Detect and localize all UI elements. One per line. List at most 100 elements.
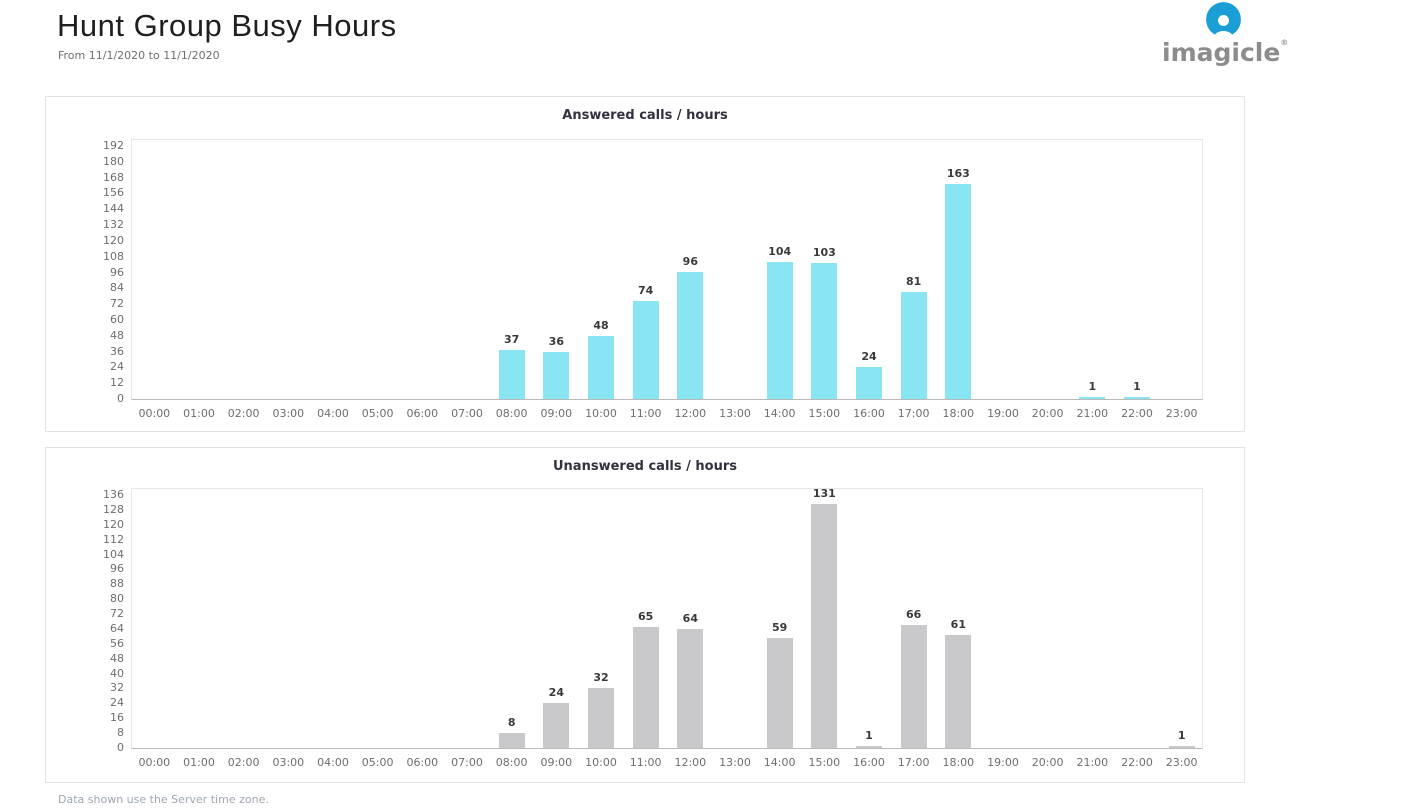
x-axis-tick-label: 07:00 [451,756,483,769]
bar-value-label: 103 [812,246,836,259]
x-axis-tick-label: 05:00 [361,756,394,769]
y-axis-tick-label: 156 [103,186,124,200]
x-axis-tick-label: 20:00 [1031,756,1064,769]
y-axis-tick-label: 120 [103,233,124,247]
y-axis-tick-label: 120 [103,517,124,531]
x-axis-tick-label: 18:00 [942,756,975,769]
bar [811,504,838,748]
y-axis-tick-label: 8 [117,726,124,740]
x-axis-tick-label: 19:00 [987,756,1019,769]
y-axis-tick-label: 144 [103,202,124,216]
bar [811,263,838,399]
bar [1168,746,1195,748]
bar [543,703,570,748]
y-axis-tick-label: 72 [110,297,124,311]
bar-value-label: 8 [507,716,516,729]
bar [900,292,927,399]
x-axis-tick-label: 14:00 [763,407,796,420]
bar-value-label: 131 [812,487,836,500]
y-axis-tick-label: 192 [103,139,124,152]
y-axis-tick-label: 96 [110,265,124,279]
logo-wordmark: imagicle [1162,38,1281,67]
bar-value-label: 24 [861,350,877,363]
x-axis-tick-label: 10:00 [585,756,617,769]
y-axis-tick-label: 112 [103,532,124,546]
x-axis-tick-label: 12:00 [674,756,707,769]
bar [632,301,659,399]
bar [945,635,972,748]
unanswered-chart-title: Unanswered calls / hours [553,459,737,474]
unanswered-calls-plot: 0 8 16 24 32 40 48 56 64 72 80 88 96 104 112 120 128 136 0… [103,487,1203,769]
bar-value-label: 96 [682,255,698,268]
x-axis-tick-label: 08:00 [495,756,528,769]
y-axis-tick-label: 24 [110,696,124,710]
x-axis-tick-label: 02:00 [227,756,260,769]
y-axis-tick-label: 96 [110,562,124,576]
bar-value-label: 48 [593,319,609,332]
x-axis-tick-label: 14:00 [763,756,796,769]
x-axis-tick-label: 00:00 [138,407,171,420]
x-axis-tick-label: 21:00 [1076,756,1109,769]
bar-value-label: 1 [865,729,873,742]
x-axis-tick-label: 05:00 [361,407,394,420]
bar-value-label: 1 [1133,380,1141,393]
x-axis-tick-label: 04:00 [317,756,349,769]
y-axis-tick-label: 40 [110,666,124,680]
y-axis-tick-label: 84 [110,281,124,295]
bar-value-label: 65 [638,610,654,623]
x-axis-tick-label: 15:00 [808,407,841,420]
y-axis-tick-label: 12 [110,376,124,390]
imagicle-logo: imagicle® [1150,2,1288,67]
imagicle-logo-text: imagicle® [1162,38,1288,67]
x-axis-tick-label: 11:00 [629,756,662,769]
date-range: From 11/1/2020 to 11/1/2020 [58,49,220,62]
logo-shoulders-cutout [1214,31,1233,37]
registered-trademark-mark: ® [1280,38,1289,47]
y-axis-tick-label: 168 [103,170,124,184]
bar [498,350,525,399]
x-axis-tick-label: 13:00 [719,407,751,420]
x-axis-tick-label: 19:00 [987,407,1019,420]
bar [900,625,927,748]
bar [1124,397,1150,399]
x-axis-tick-label: 22:00 [1121,756,1153,769]
x-axis-tick-label: 16:00 [853,756,885,769]
x-axis-tick-label: 06:00 [406,756,439,769]
x-axis-tick-label: 09:00 [540,756,573,769]
bar [588,688,614,748]
y-axis-tick-label: 72 [110,607,124,621]
bar [856,746,882,748]
x-axis-tick-label: 13:00 [719,756,751,769]
logo-head-cutout [1218,15,1229,26]
bar-value-label: 81 [906,275,922,288]
bar-value-label: 32 [593,671,609,684]
y-axis-tick-label: 60 [110,312,124,326]
y-axis-tick-label: 48 [110,651,124,665]
bar-value-label: 163 [946,167,970,180]
x-axis-tick-label: 12:00 [674,407,707,420]
bar [632,627,659,748]
y-axis-tick-label: 132 [103,218,124,232]
bar-value-label: 104 [768,245,792,258]
bar [588,336,614,399]
x-axis-tick-label: 23:00 [1165,407,1198,420]
y-axis-tick-label: 16 [110,711,124,725]
y-axis-tick-label: 0 [117,741,124,754]
bar-value-label: 64 [682,612,698,625]
x-axis-tick-label: 17:00 [897,756,930,769]
y-axis-tick-label: 64 [110,621,124,635]
x-axis-tick-label: 02:00 [227,407,260,420]
x-axis-tick-label: 21:00 [1076,407,1109,420]
x-axis-tick-label: 08:00 [495,407,528,420]
y-axis-tick-label: 136 [103,488,124,501]
y-axis-tick-label: 104 [103,547,124,561]
x-axis-tick-label: 07:00 [451,407,483,420]
x-axis-tick-label: 11:00 [629,407,662,420]
timezone-note: Data shown use the Server time zone. [58,793,269,806]
y-axis-tick-label: 24 [110,360,124,374]
y-axis-tick-label: 88 [110,577,124,591]
y-axis-tick-label: 180 [103,154,124,168]
y-axis-tick-label: 56 [110,636,124,650]
bar [677,272,704,399]
bar-value-label: 59 [772,621,788,634]
